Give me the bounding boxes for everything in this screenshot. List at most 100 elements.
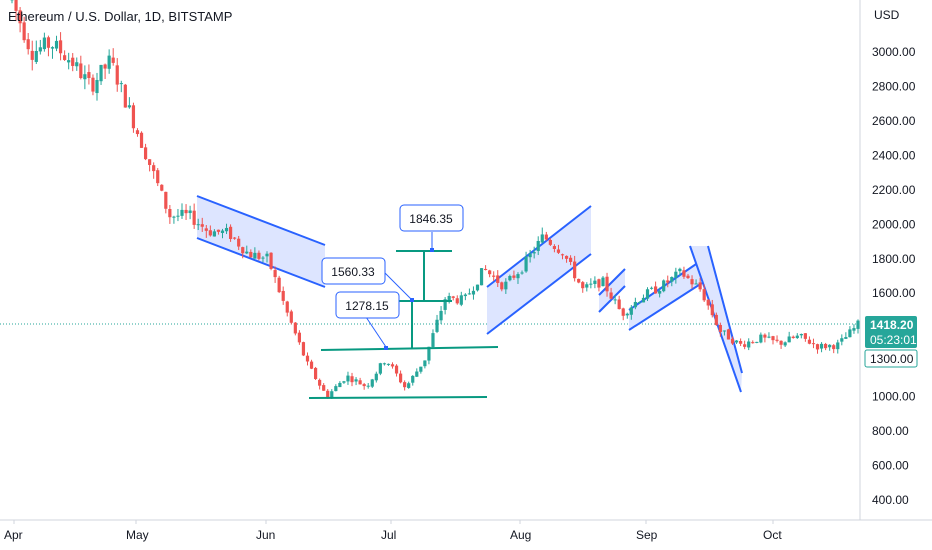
candle-body xyxy=(390,364,395,367)
callout-1278[interactable]: 1278.15 xyxy=(335,291,400,350)
candle-body xyxy=(139,132,144,148)
candle-body xyxy=(589,283,593,285)
candle-body xyxy=(237,238,241,247)
candle-body xyxy=(123,84,127,108)
candle-body xyxy=(856,320,860,329)
candle-body xyxy=(111,57,115,63)
candle-body xyxy=(50,47,55,49)
candle-body xyxy=(730,338,735,344)
candle-body xyxy=(613,299,617,301)
candle-body xyxy=(301,342,306,356)
candle-body xyxy=(318,379,322,386)
candle-body xyxy=(658,290,662,294)
callout-1846[interactable]: 1846.35 xyxy=(399,204,464,252)
candle-body xyxy=(224,227,229,232)
x-tick-label: Oct xyxy=(763,528,782,542)
candle-body xyxy=(779,340,783,345)
candle-body xyxy=(398,373,403,383)
candle-body xyxy=(524,256,528,272)
candle-body xyxy=(848,329,852,338)
candle-body xyxy=(722,330,727,332)
candle-body xyxy=(795,335,799,339)
candle-body xyxy=(629,307,633,315)
candle-body xyxy=(621,308,625,316)
candle-body xyxy=(581,282,585,289)
candle-body xyxy=(204,228,208,231)
candle-body xyxy=(714,314,718,325)
candle-body xyxy=(58,40,63,54)
candle-body xyxy=(597,279,601,288)
candle-body xyxy=(536,240,540,251)
candle-body xyxy=(285,301,289,313)
candle-body xyxy=(654,286,658,294)
candle-body xyxy=(734,340,739,343)
candle-body xyxy=(152,165,156,172)
candle-body xyxy=(771,336,775,341)
candle-body xyxy=(528,253,532,258)
candle-body xyxy=(269,252,273,269)
candle-body xyxy=(241,247,245,254)
callout-1560[interactable]: 1560.33 xyxy=(321,257,414,302)
candle-body xyxy=(297,332,301,343)
x-axis[interactable]: Apr May Jun Jul Aug Sep Oct xyxy=(4,520,782,542)
candle-body xyxy=(30,50,34,60)
candle-body xyxy=(815,344,820,350)
candle-body xyxy=(560,254,565,256)
candle-body xyxy=(143,147,148,160)
candle-body xyxy=(216,229,221,232)
candle-body xyxy=(548,239,552,245)
target-low-label: 1278.15 xyxy=(345,299,389,313)
candle-body xyxy=(569,257,573,262)
candle-body xyxy=(706,299,710,306)
candle-body xyxy=(346,375,350,382)
candle-body xyxy=(662,280,666,292)
candle-body xyxy=(168,209,172,218)
candle-body xyxy=(556,249,561,253)
candle-body xyxy=(370,379,374,387)
candle-body xyxy=(540,234,544,243)
y-tick-label: 2600.00 xyxy=(872,114,916,128)
candle-body xyxy=(91,77,95,92)
candle-body xyxy=(832,345,836,350)
candle-body xyxy=(492,275,496,277)
candle-body xyxy=(354,379,358,382)
candle-body xyxy=(787,336,791,343)
range-bottom-line xyxy=(308,396,488,399)
candle-body xyxy=(382,363,387,365)
candle-body xyxy=(127,105,131,108)
candle-body xyxy=(245,251,249,254)
candle-body xyxy=(273,270,277,278)
candle-body xyxy=(115,65,119,85)
candle-body xyxy=(208,230,212,236)
candle-body xyxy=(192,210,196,225)
candle-body xyxy=(670,276,674,282)
candle-body xyxy=(435,319,439,332)
candle-body xyxy=(645,289,650,299)
candle-body xyxy=(338,382,342,388)
x-tick-label: Jul xyxy=(381,528,396,542)
y-tick-label: 400.00 xyxy=(872,493,909,507)
candle-body xyxy=(180,209,184,216)
candle-body xyxy=(807,339,812,344)
candle-body xyxy=(196,224,200,226)
candle-body xyxy=(641,297,646,303)
candle-body xyxy=(508,276,512,281)
candle-body xyxy=(334,386,338,392)
candle-body xyxy=(682,270,686,277)
candle-body xyxy=(342,381,346,383)
candle-body xyxy=(625,313,629,316)
candle-body xyxy=(419,366,423,372)
y-tick-label: 3000.00 xyxy=(872,45,916,59)
candle-body xyxy=(447,295,451,301)
candle-body xyxy=(261,257,265,259)
candle-body xyxy=(840,338,844,342)
candle-body xyxy=(496,275,500,283)
x-tick-label: Jun xyxy=(256,528,275,542)
candle-body xyxy=(767,336,771,338)
candle-body xyxy=(455,298,459,304)
candle-body xyxy=(702,289,706,301)
y-tick-label: 2800.00 xyxy=(872,79,916,93)
candle-body xyxy=(358,380,362,385)
candle-body xyxy=(313,367,318,380)
